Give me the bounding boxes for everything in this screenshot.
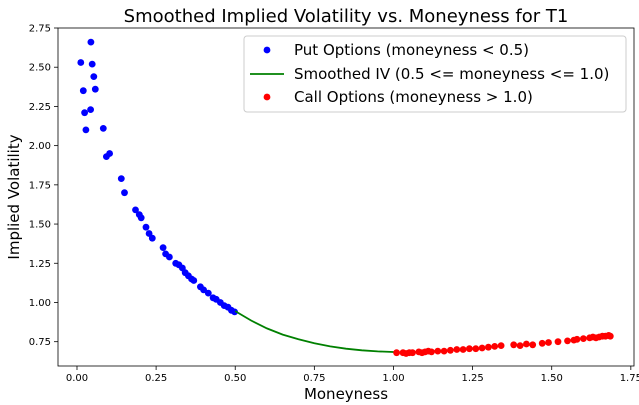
- put-point: [137, 214, 145, 222]
- y-tick-label: 1.50: [29, 220, 51, 231]
- call-point: [523, 340, 530, 348]
- x-axis-label: Moneyness: [304, 385, 388, 403]
- chart-title: Smoothed Implied Volatility vs. Moneynes…: [124, 6, 569, 27]
- call-point: [497, 342, 505, 349]
- call-point: [485, 343, 492, 351]
- call-point: [538, 339, 546, 347]
- call-point: [434, 347, 442, 355]
- put-point: [99, 124, 107, 132]
- put-point: [148, 234, 156, 242]
- call-point: [516, 342, 524, 349]
- y-tick-label: 1.00: [29, 298, 51, 309]
- call-point: [478, 344, 486, 352]
- legend-marker-call: [263, 93, 271, 101]
- x-tick-label: 0.75: [303, 373, 325, 384]
- y-tick-label: 2.75: [29, 24, 51, 35]
- y-tick-label: 1.25: [29, 259, 51, 270]
- legend-box: [243, 35, 627, 113]
- call-point: [510, 341, 518, 349]
- call-point: [453, 346, 461, 353]
- call-point: [428, 348, 435, 356]
- x-tick-label: 0.00: [66, 373, 88, 384]
- call-point: [573, 335, 581, 343]
- call-point: [393, 349, 400, 357]
- put-point: [121, 189, 128, 197]
- y-tick-label: 1.75: [29, 180, 51, 191]
- legend-marker-put: [263, 46, 271, 54]
- put-point: [204, 289, 212, 297]
- x-tick-label: 0.50: [224, 373, 246, 384]
- put-point: [90, 73, 98, 80]
- put-point: [159, 244, 167, 252]
- x-tick-label: 1.00: [382, 373, 404, 384]
- call-point: [447, 346, 454, 354]
- smoothed-iv-line: [234, 310, 394, 353]
- put-point: [87, 106, 94, 113]
- call-point: [466, 345, 473, 353]
- call-point: [459, 346, 467, 353]
- call-point: [440, 347, 448, 355]
- call-point: [529, 341, 537, 349]
- put-point: [190, 277, 198, 284]
- put-point: [132, 206, 139, 214]
- x-tick-label: 1.50: [541, 373, 563, 384]
- call-point: [564, 337, 571, 345]
- call-point: [472, 345, 480, 353]
- legend-label-put: Put Options (moneyness < 0.5): [294, 41, 529, 59]
- call-point: [606, 332, 614, 340]
- put-point: [142, 223, 150, 231]
- put-point: [88, 60, 96, 68]
- x-axis: 0.00 0.25 0.50 0.75 1.00 1.25 1.50 1.75: [66, 366, 639, 384]
- plot-frame: [57, 27, 635, 367]
- x-tick-label: 1.25: [461, 373, 483, 384]
- y-axis-label: Implied Volatility: [5, 134, 23, 259]
- legend-label-call: Call Options (moneyness > 1.0): [294, 88, 533, 106]
- call-point: [554, 338, 562, 346]
- legend: Put Options (moneyness < 0.5) Smoothed I…: [243, 35, 627, 113]
- put-point: [166, 253, 173, 261]
- y-tick-label: 2.50: [29, 63, 51, 74]
- put-point: [79, 87, 87, 95]
- put-point: [231, 308, 239, 316]
- y-axis: 0.75 1.00 1.25 1.50 1.75 2.00 2.25 2.50 2.75: [29, 24, 58, 348]
- put-point: [106, 150, 113, 157]
- x-tick-label: 1.75: [620, 373, 639, 384]
- y-tick-label: 2.25: [29, 102, 51, 113]
- x-tick-label: 0.25: [145, 373, 167, 384]
- put-point: [87, 38, 95, 46]
- y-tick-label: 0.75: [29, 337, 51, 348]
- put-point: [82, 126, 90, 134]
- put-point: [77, 59, 85, 66]
- call-point: [545, 339, 552, 346]
- call-point: [491, 343, 499, 350]
- plot-area: [57, 27, 635, 367]
- y-tick-label: 2.00: [29, 141, 51, 152]
- legend-label-smoothed: Smoothed IV (0.5 <= moneyness <= 1.0): [294, 65, 609, 83]
- call-point: [580, 335, 587, 342]
- put-point: [81, 109, 88, 117]
- put-point: [91, 85, 99, 93]
- call-point: [409, 349, 416, 357]
- put-point: [117, 175, 125, 183]
